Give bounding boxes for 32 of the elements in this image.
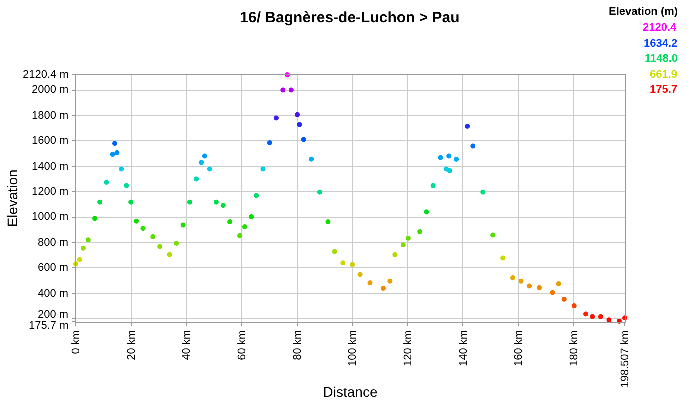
text: 2120.4 xyxy=(643,22,678,34)
y-tick-label: 1200 m xyxy=(32,186,69,198)
chart-title: 16/ Bagnères-de-Luchon > Pau xyxy=(240,10,460,26)
y-tick-label: 1000 m xyxy=(32,211,69,223)
y-axis-title: Elevation xyxy=(4,170,20,228)
x-tick-label: 180 km xyxy=(568,330,580,366)
legend-title: Elevation (m) xyxy=(609,6,678,18)
y-tick-label: 2000 m xyxy=(32,84,69,96)
y-tick-label: 175.7 m xyxy=(29,320,69,332)
x-tick-label: 80 km xyxy=(292,330,304,360)
y-tick-label: 2120.4 m xyxy=(23,69,69,81)
x-axis-title: Distance xyxy=(323,384,378,400)
y-tick-label: 200 m xyxy=(38,309,69,321)
y-tick-label: 1600 m xyxy=(32,135,69,147)
y-tick-label: 600 m xyxy=(38,262,69,274)
text: 661.9 xyxy=(650,69,678,81)
y-tick-label: 1800 m xyxy=(32,110,69,122)
text: 1634.2 xyxy=(644,38,678,50)
x-tick-label: 198.507 km xyxy=(620,330,632,388)
text: 1148.0 xyxy=(645,53,678,65)
x-tick-label: 120 km xyxy=(402,330,414,366)
text: 175.7 xyxy=(650,84,678,96)
x-tick-label: 40 km xyxy=(181,330,194,360)
x-tick-label: 20 km xyxy=(126,330,138,360)
y-tick-label: 400 m xyxy=(38,288,69,300)
x-tick-label: 160 km xyxy=(513,330,526,366)
x-tick-label: 0 km xyxy=(70,330,83,354)
x-tick-label: 60 km xyxy=(236,330,249,360)
x-tick-label: 140 km xyxy=(458,330,470,366)
x-tick-label: 100 km xyxy=(347,330,360,366)
y-tick-label: 1400 m xyxy=(32,161,69,173)
y-tick-label: 800 m xyxy=(38,237,69,249)
